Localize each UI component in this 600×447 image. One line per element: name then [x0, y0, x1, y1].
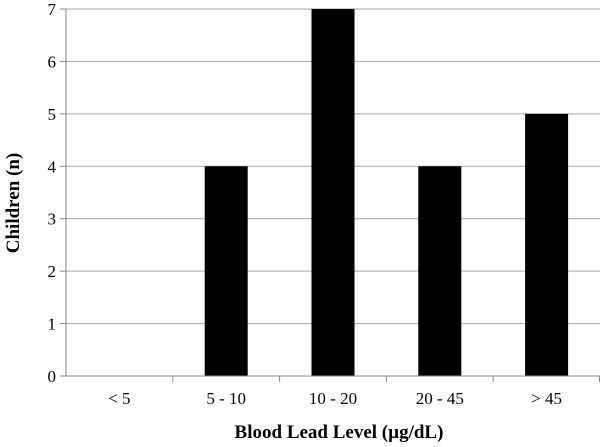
x-tick-label: 5 - 10	[206, 389, 246, 408]
y-tick-label: 7	[48, 0, 57, 19]
x-tick-label: > 45	[531, 389, 562, 408]
x-axis-title: Blood Lead Level (µg/dL)	[235, 422, 444, 442]
y-axis-title: Children (n)	[3, 153, 24, 253]
bars	[204, 9, 569, 376]
y-tick-labels: 0 1 2 3 4 5 6 7	[48, 0, 57, 386]
y-tick-label: 1	[48, 315, 57, 334]
y-tick-label: 3	[48, 210, 57, 229]
y-tick-label: 0	[48, 367, 57, 386]
y-tick-label: 5	[48, 105, 57, 124]
y-tick-label: 4	[48, 157, 57, 176]
y-tick-label: 6	[48, 52, 57, 71]
bar	[418, 166, 462, 376]
y-tick-label: 2	[48, 262, 57, 281]
x-tick-label: < 5	[108, 389, 130, 408]
bar	[204, 166, 248, 376]
bar	[525, 113, 569, 376]
axes	[60, 8, 600, 382]
x-tick-label: 10 - 20	[309, 389, 357, 408]
bar	[311, 9, 355, 376]
x-tick-label: 20 - 45	[416, 389, 464, 408]
x-tick-labels: < 5 5 - 10 10 - 20 20 - 45 > 45	[108, 389, 562, 408]
